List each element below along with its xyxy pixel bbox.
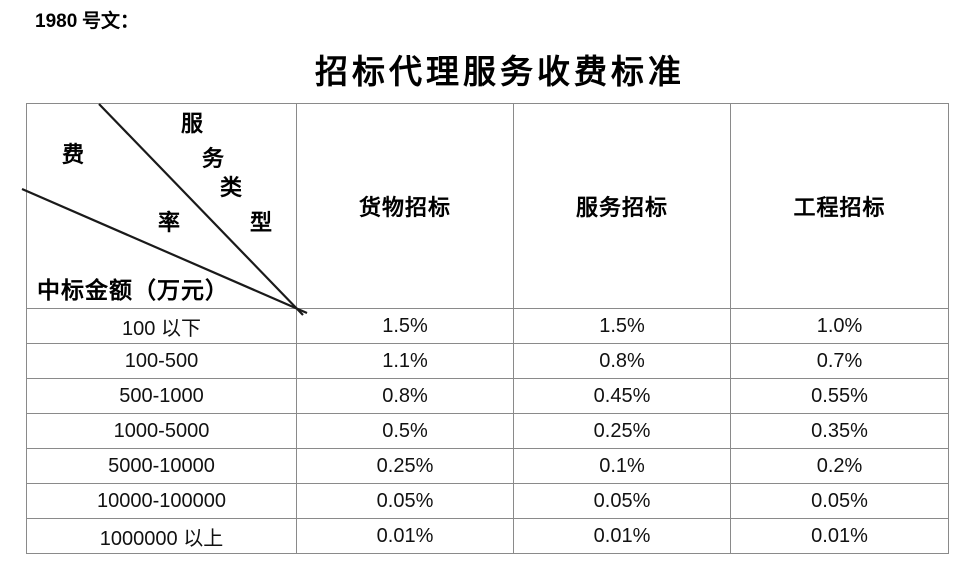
amount-range-cell: 5000-10000 <box>26 448 297 484</box>
engineering-rate-cell: 0.7% <box>730 343 949 379</box>
corner-amount-label: 中标金额（万元） <box>37 278 229 303</box>
service-rate-cell: 0.01% <box>513 518 731 554</box>
fee-standard-table: 服 务 类 型 费 率 中标金额（万元） 货物招标 服务招标 工程招标 100 … <box>21 103 949 554</box>
engineering-rate-cell: 0.2% <box>730 448 949 484</box>
service-rate-cell: 0.05% <box>513 483 731 519</box>
engineering-rate-cell: 0.01% <box>730 518 949 554</box>
table-row: 100 以下 1.5% 1.5% 1.0% <box>26 308 949 344</box>
doc-reference-number: 1980 <box>35 11 78 32</box>
goods-rate-cell: 1.5% <box>296 308 514 344</box>
table-row: 500-1000 0.8% 0.45% 0.55% <box>26 378 949 414</box>
goods-rate-cell: 1.1% <box>296 343 514 379</box>
engineering-rate-cell: 0.35% <box>730 413 949 449</box>
goods-rate-cell: 0.25% <box>296 448 514 484</box>
corner-fee-rate-char: 费 <box>61 142 84 167</box>
goods-rate-cell: 0.5% <box>296 413 514 449</box>
page-title: 招标代理服务收费标准 <box>315 55 685 91</box>
diagonal-header-cell: 服 务 类 型 费 率 中标金额（万元） <box>21 103 308 316</box>
table-header-row: 服 务 类 型 费 率 中标金额（万元） 货物招标 服务招标 工程招标 <box>21 103 949 316</box>
table-row: 10000-100000 0.05% 0.05% 0.05% <box>26 483 949 519</box>
amount-range-cell: 1000-5000 <box>26 413 297 449</box>
engineering-rate-cell: 1.0% <box>730 308 949 344</box>
corner-service-type-char: 服 <box>180 111 203 136</box>
amount-range-cell: 1000000 以上 <box>26 518 297 554</box>
corner-fee-rate-char: 率 <box>157 210 180 235</box>
table-row: 100-500 1.1% 0.8% 0.7% <box>26 343 949 379</box>
goods-rate-cell: 0.01% <box>296 518 514 554</box>
amount-range-cell: 10000-100000 <box>26 483 297 519</box>
column-header-engineering-bidding: 工程招标 <box>730 103 949 309</box>
doc-reference: 1980 号文： <box>35 6 139 33</box>
table-row: 1000000 以上 0.01% 0.01% 0.01% <box>26 518 949 554</box>
service-rate-cell: 0.1% <box>513 448 731 484</box>
amount-range-cell: 100-500 <box>26 343 297 379</box>
doc-reference-label: 号文： <box>77 11 140 32</box>
amount-range-cell: 500-1000 <box>26 378 297 414</box>
column-header-goods-bidding: 货物招标 <box>296 103 514 309</box>
amount-range-cell: 100 以下 <box>26 308 297 344</box>
table-row: 1000-5000 0.5% 0.25% 0.35% <box>26 413 949 449</box>
corner-service-type-char: 型 <box>249 210 272 235</box>
engineering-rate-cell: 0.05% <box>730 483 949 519</box>
goods-rate-cell: 0.8% <box>296 378 514 414</box>
corner-service-type-char: 务 <box>201 146 224 171</box>
goods-rate-cell: 0.05% <box>296 483 514 519</box>
column-header-service-bidding: 服务招标 <box>513 103 731 309</box>
table-row: 5000-10000 0.25% 0.1% 0.2% <box>26 448 949 484</box>
service-rate-cell: 0.25% <box>513 413 731 449</box>
service-rate-cell: 0.8% <box>513 343 731 379</box>
service-rate-cell: 1.5% <box>513 308 731 344</box>
engineering-rate-cell: 0.55% <box>730 378 949 414</box>
service-rate-cell: 0.45% <box>513 378 731 414</box>
corner-service-type-char: 类 <box>219 175 242 200</box>
